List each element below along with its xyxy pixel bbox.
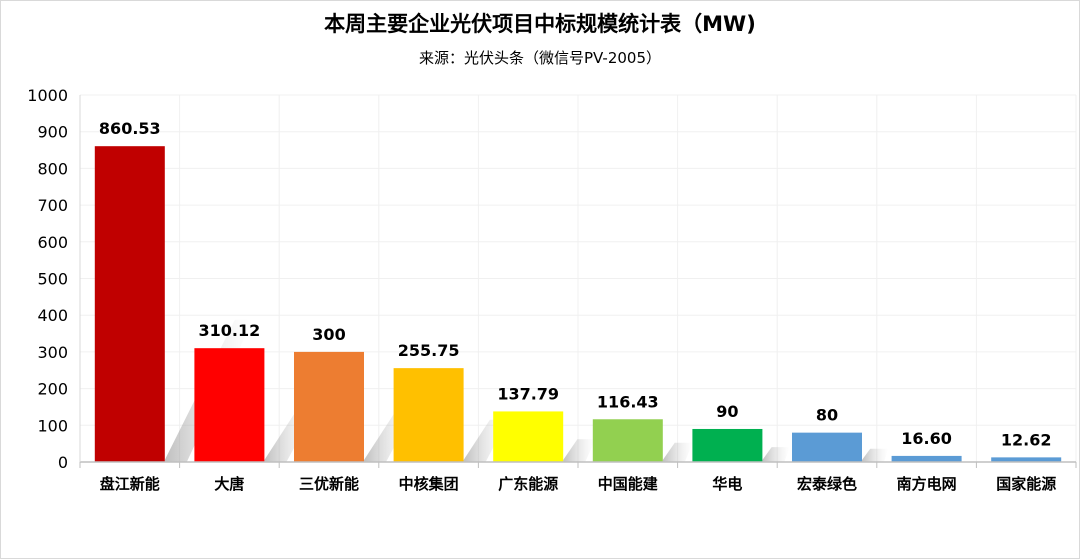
x-tick-label: 盘江新能	[100, 475, 160, 493]
data-label: 310.12	[199, 321, 261, 340]
chart-subtitle: 来源：光伏头条（微信号PV-2005）	[418, 49, 661, 67]
y-tick-label: 800	[37, 159, 68, 178]
bar-1	[94, 146, 165, 462]
x-tick-label: 南方电网	[897, 475, 957, 493]
bar-2	[194, 348, 265, 462]
data-label: 116.43	[597, 392, 659, 411]
y-tick-label: 1000	[27, 86, 68, 105]
data-label: 16.60	[901, 429, 952, 448]
bar-6	[592, 419, 663, 462]
y-tick-label: 200	[37, 380, 68, 399]
y-tick-label: 300	[37, 343, 68, 362]
data-label: 300	[312, 325, 345, 344]
axes: 0 100 200 300 400 500 600 700 800 900 1000 盘江新能 大唐 三优…	[27, 86, 1077, 493]
chart-title: 本周主要企业光伏项目中标规模统计表（MW)	[324, 12, 756, 36]
bar-shadow	[563, 439, 596, 462]
bar-5	[493, 411, 564, 462]
data-label: 90	[716, 402, 738, 421]
bar-3	[294, 351, 364, 462]
data-labels: 860.53 310.12 300 255.75 137.79 116.43 90 80 16.…	[99, 119, 1052, 449]
y-tick-label: 900	[37, 123, 68, 142]
bar-shadow	[862, 448, 889, 462]
x-tick-label: 中国能建	[598, 475, 659, 493]
y-tick-label: 0	[58, 453, 68, 472]
data-label: 80	[816, 406, 838, 425]
x-tick-label: 三优新能	[299, 475, 359, 493]
bar-4	[393, 368, 464, 462]
x-tick-label: 广东能源	[498, 475, 558, 493]
x-tick-label: 华电	[712, 475, 742, 493]
y-tick-label: 400	[37, 306, 68, 325]
x-tick-label: 国家能源	[996, 475, 1056, 493]
bar-7	[692, 428, 763, 462]
y-tick-label: 700	[37, 196, 68, 215]
bar-shadow	[762, 447, 790, 462]
data-label: 860.53	[99, 119, 161, 138]
x-tick-label: 大唐	[214, 475, 244, 493]
data-label: 137.79	[497, 384, 559, 403]
bar-10	[991, 457, 1062, 462]
bar-8	[792, 432, 862, 462]
x-tick-label: 宏泰绿色	[797, 475, 857, 493]
y-tick-label: 100	[37, 416, 68, 435]
bars	[94, 146, 1062, 462]
y-tick-label: 600	[37, 233, 68, 252]
bar-9	[891, 455, 962, 462]
y-tick-label: 500	[37, 270, 68, 289]
bar-shadow	[662, 442, 693, 462]
data-label: 12.62	[1001, 430, 1052, 449]
data-label: 255.75	[398, 341, 460, 360]
x-tick-label: 中核集团	[399, 475, 459, 493]
